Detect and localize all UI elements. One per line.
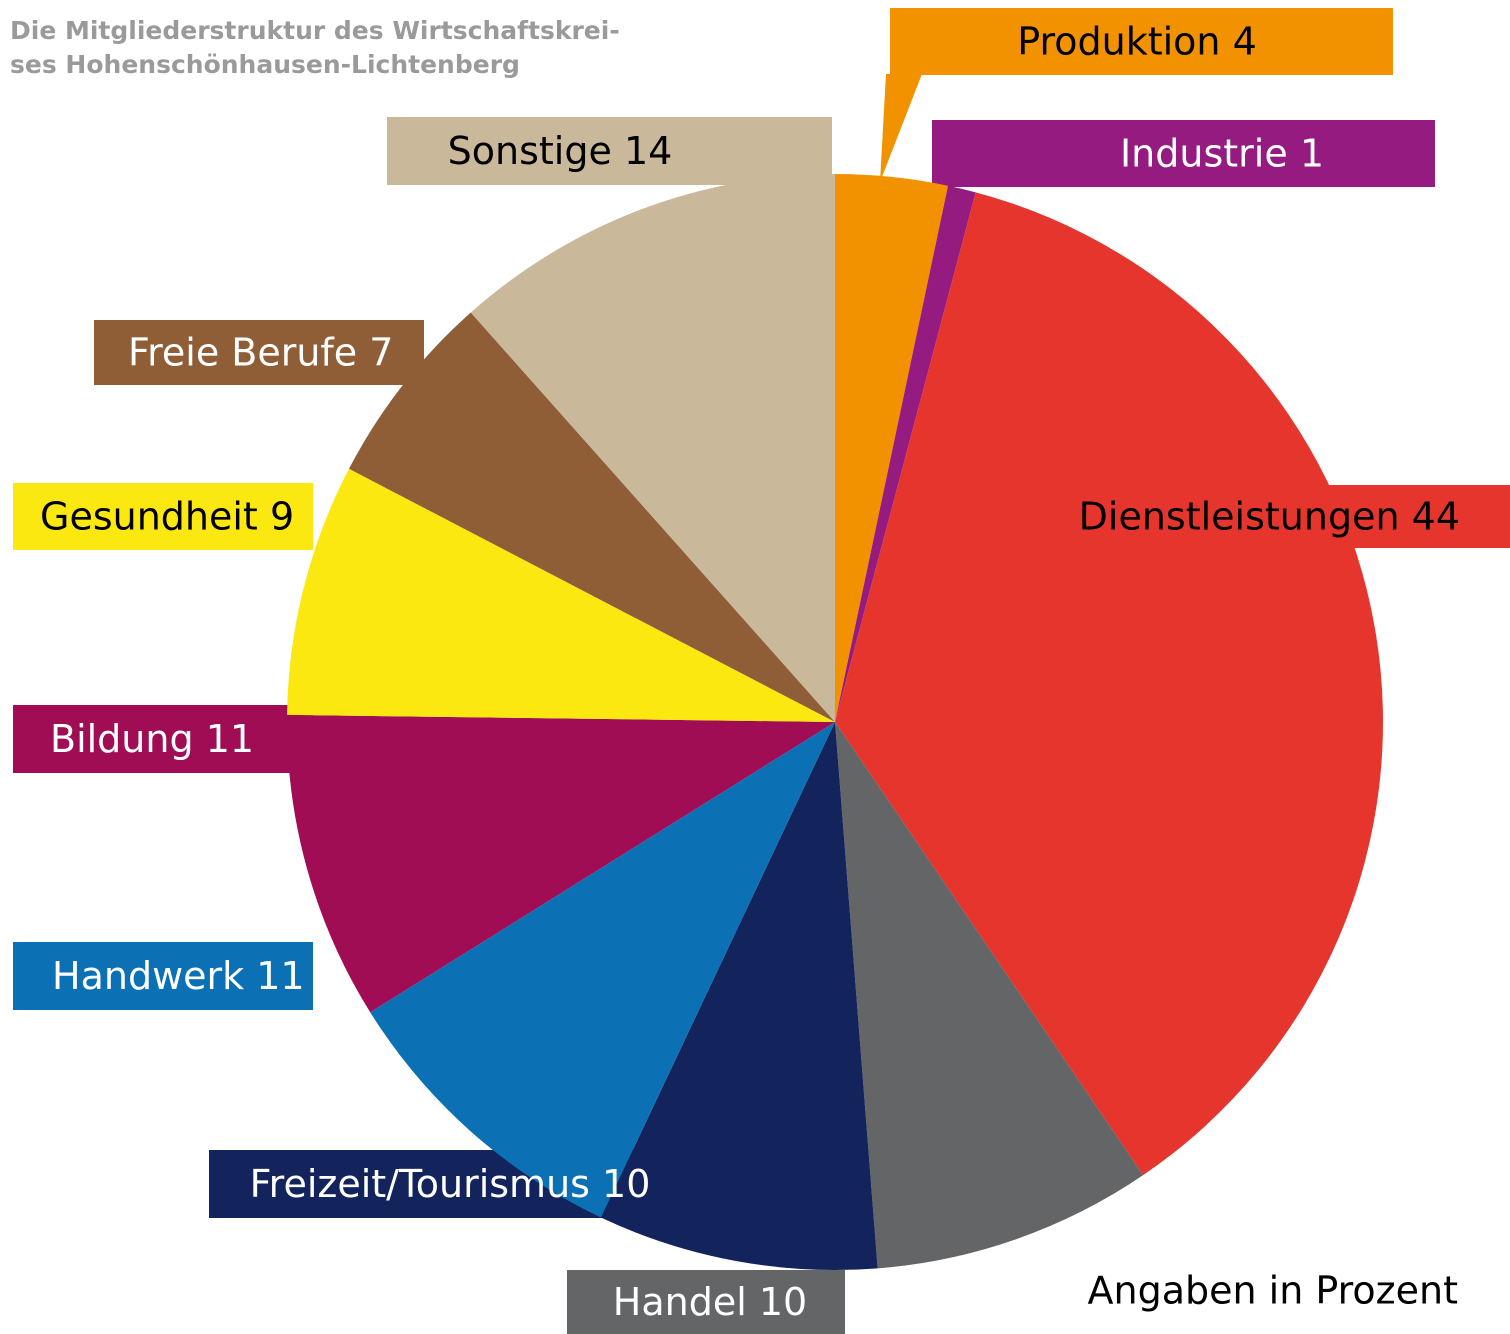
value-label: 1: [1300, 131, 1324, 175]
slice-label: Handwerk 11: [52, 954, 305, 998]
slice: [287, 714, 835, 1013]
slice: [835, 722, 1144, 1269]
slice-label: Freie Berufe 7: [128, 330, 393, 374]
slice-label: Sonstige 14: [448, 129, 673, 173]
slice: [349, 312, 835, 722]
category-label: Sonstige: [448, 129, 612, 173]
slice: [835, 192, 1383, 1176]
slice-label: Gesundheit 9: [40, 494, 294, 538]
category-label: Industrie: [1120, 131, 1288, 175]
label-box: [567, 1270, 845, 1334]
labels: Produktion 4 Industrie 1 Dienstleistungen …: [40, 19, 1460, 1324]
category-label: Handel: [613, 1280, 747, 1324]
slice-label: Dienstleistungen 44: [1079, 494, 1460, 538]
note: Angaben in Prozent: [1088, 1269, 1458, 1313]
category-label: Produktion: [1017, 19, 1220, 63]
slice: [470, 174, 835, 722]
label-box: [932, 120, 1435, 187]
value-label: 9: [270, 494, 294, 538]
slice-label: Industrie 1: [1120, 131, 1324, 175]
slice: [370, 722, 835, 1218]
label-boxes: [13, 8, 1510, 1334]
slice-label: Bildung 11: [50, 717, 254, 761]
value-label: 11: [256, 954, 304, 998]
value-label: 10: [602, 1162, 650, 1206]
callout: [880, 74, 922, 182]
slice: [600, 722, 878, 1270]
label-box: [13, 942, 313, 1010]
slice-label: Freizeit/Tourismus 10: [250, 1162, 651, 1206]
category-label: Dienstleistungen: [1079, 494, 1400, 538]
value-label: 11: [206, 717, 254, 761]
value-label: 10: [759, 1280, 807, 1324]
slice: [835, 174, 949, 722]
slice-label: Handel 10: [613, 1280, 807, 1324]
value-label: 44: [1412, 494, 1460, 538]
label-box: [890, 8, 1393, 75]
category-label: Bildung: [50, 717, 194, 761]
label-box: [94, 320, 424, 385]
pie: [287, 174, 1383, 1270]
label-box: [387, 117, 832, 185]
value-label: 7: [369, 330, 393, 374]
category-label: Freizeit/Tourismus: [250, 1162, 590, 1206]
value-label: 4: [1233, 19, 1257, 63]
category-label: Freie Berufe: [128, 330, 357, 374]
category-label: Handwerk: [52, 954, 244, 998]
value-label: 14: [624, 129, 672, 173]
category-label: Gesundheit: [40, 494, 258, 538]
slice: [835, 185, 976, 723]
label-box: [13, 483, 313, 550]
chart-title: ses Hohenschönhausen-Lichtenberg: [10, 50, 520, 79]
slice-label: Produktion 4: [1017, 19, 1257, 63]
label-box: [13, 705, 313, 773]
chart-title: Die Mitgliederstruktur des Wirtschaftskr…: [10, 16, 620, 45]
slice: [287, 468, 836, 722]
